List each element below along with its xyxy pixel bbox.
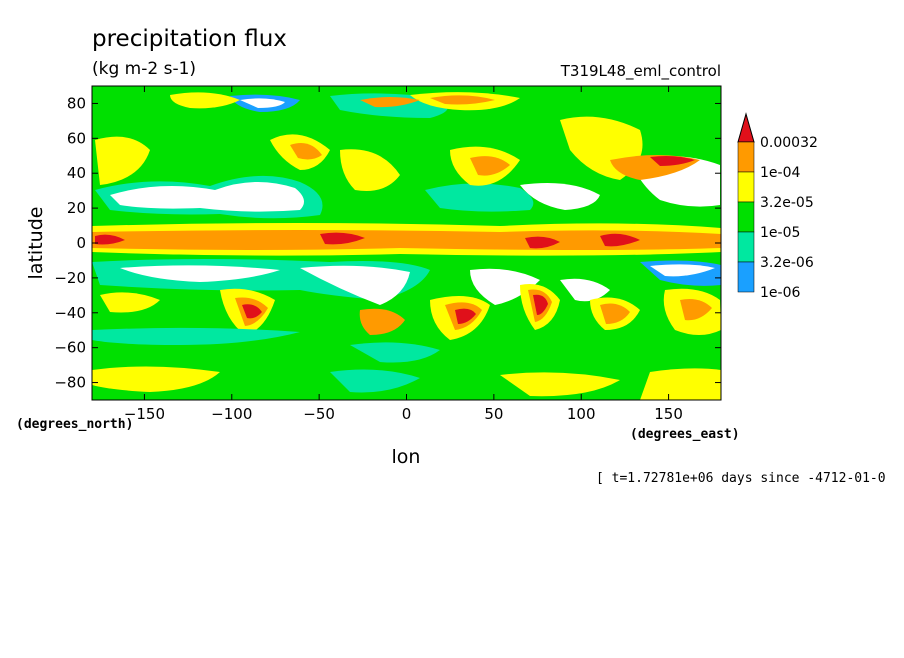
field-region [600,303,630,324]
field-region [240,98,285,108]
colorbar-label: 3.2e-05 [760,195,814,211]
field-region [533,294,548,315]
field-region [455,308,476,324]
x-tick-label: 100 [567,405,596,423]
field-region [520,182,600,210]
field-region [340,149,400,191]
field-region [640,368,721,400]
y-tick-label: 80 [67,94,86,112]
colorbar-label: 3.2e-06 [760,255,814,271]
colorbar-label: 1e-04 [760,165,800,181]
chart-title: precipitation flux [92,26,287,52]
time-label: [ t=1.72781e+06 days since -4712-01-0 [596,471,886,486]
field-region [320,232,365,245]
field-region [470,156,510,176]
x-tick-label: −150 [124,405,165,423]
field-region [330,369,420,393]
x-units-label: (degrees_east) [630,427,740,442]
field-region [170,92,240,109]
y-tick-label: 40 [67,164,86,182]
y-units-label: (degrees_north) [16,417,133,432]
field-region [359,308,405,335]
colorbar-swatch [737,141,755,173]
y-tick-label: 20 [67,199,86,217]
y-tick-label: −20 [54,269,86,287]
x-axis-label: lon [392,446,421,468]
y-tick-label: 60 [67,129,86,147]
field-region [680,299,712,321]
field-region [290,142,322,160]
y-axis: 80 60 40 20 0 −20 −40 −60 −80 [54,94,721,392]
y-tick-label: 0 [76,234,86,252]
field-region [360,97,420,108]
field-region [242,304,262,319]
field-region [350,342,440,363]
x-tick-label: 50 [484,405,503,423]
y-tick-label: −40 [54,304,86,322]
colorbar-swatch [737,261,755,293]
field-region [470,268,540,305]
field-region [95,136,150,185]
field-region [100,292,160,313]
x-tick-label: 150 [654,405,683,423]
field-region [92,230,721,250]
x-tick-label: −100 [211,405,252,423]
colorbar-label: 1e-05 [760,225,800,241]
colorbar-swatch [737,171,755,203]
field-region [300,265,410,305]
field-region [650,264,715,277]
field-region [525,236,560,249]
chart-subtitle: (kg m-2 s-1) [92,59,196,79]
colorbar-label: 1e-06 [760,285,800,301]
y-tick-label: −60 [54,339,86,357]
y-axis-label: latitude [25,207,47,280]
x-tick-label: −50 [303,405,335,423]
colorbar-swatch [737,231,755,263]
y-tick-label: −80 [54,374,86,392]
colorbar: 0.00032 1e-04 3.2e-05 1e-05 3.2e-06 1e-06 [737,112,818,301]
run-label: T319L48_eml_control [560,62,721,81]
field-region [110,181,304,212]
colorbar-label: 0.00032 [760,135,818,151]
x-axis: −150 −100 −50 0 50 100 150 [124,86,683,423]
field-region [95,234,125,245]
field-region [425,183,534,212]
x-tick-label: 0 [402,405,412,423]
field-region [560,278,610,302]
colorbar-swatch [737,201,755,233]
field-region [120,265,280,282]
field-region [430,95,495,105]
field-region [650,156,695,166]
field-region [600,233,640,247]
colorbar-extend-arrow [737,112,755,143]
precipitation-field [92,86,721,400]
field-region [500,372,620,397]
field-region [92,327,300,345]
field-region [92,366,220,392]
